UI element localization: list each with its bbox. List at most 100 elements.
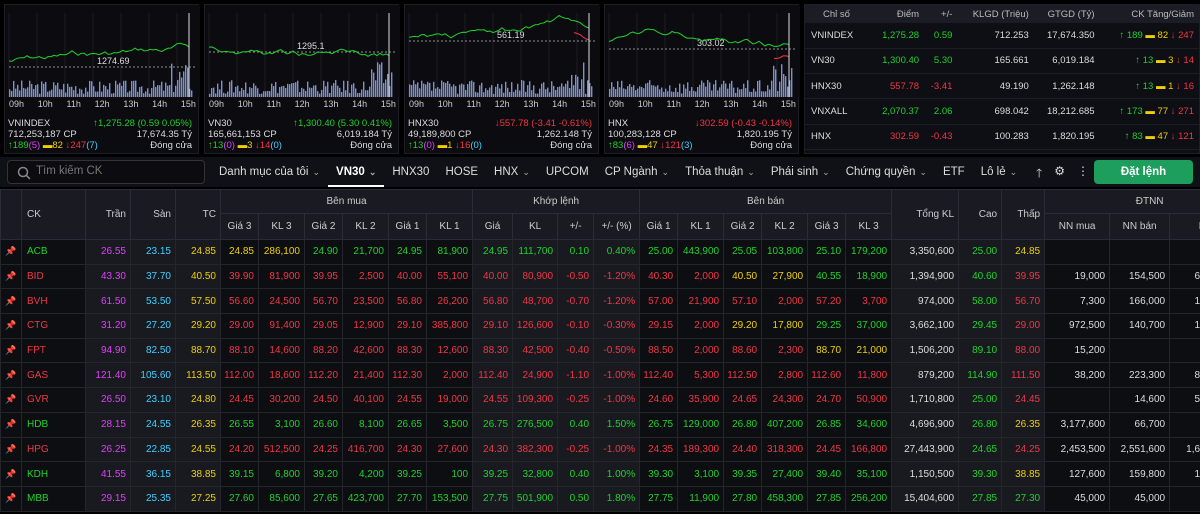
- tab-hose[interactable]: HOSE: [437, 157, 486, 187]
- volume-bar: [511, 82, 513, 97]
- volume-bar: [81, 89, 83, 97]
- tab-phái-sinh[interactable]: Phái sinh ⌄: [763, 157, 838, 187]
- sub-col-header[interactable]: NN mua: [1044, 213, 1111, 240]
- table-row[interactable]: 📌 GAS 121.40 105.60 113.50 112.00 18,600 112.20…: [0, 362, 1200, 389]
- tab-danh-mục-của-tôi[interactable]: Danh mục của tôi ⌄: [211, 157, 328, 187]
- sub-col-header[interactable]: KL 2: [342, 213, 389, 240]
- cell-symbol[interactable]: MBB: [21, 485, 86, 512]
- table-row[interactable]: 📌 HPG 26.25 22.85 24.55 24.20 512,500 24.25 416,…: [0, 436, 1200, 463]
- table-row[interactable]: 📌 BID 43.30 37.70 40.50 39.90 81,900 39.95 2,500…: [0, 263, 1200, 290]
- tab-hnx30[interactable]: HNX30: [384, 157, 437, 187]
- sub-col-header[interactable]: Giá 2: [723, 213, 763, 240]
- sub-col-header[interactable]: KL 1: [425, 213, 474, 240]
- pin-icon[interactable]: 📌: [0, 239, 22, 265]
- col-low[interactable]: Thấp: [1001, 189, 1046, 240]
- mini-chart-vn30[interactable]: 1295.1 09h 10h 11h 12h 13h 14h 15h VN30 ↑1,300.40…: [204, 4, 400, 154]
- col-reference[interactable]: TC: [175, 189, 221, 240]
- cell-symbol[interactable]: HDB: [21, 411, 86, 438]
- sub-col-header[interactable]: +/-: [557, 213, 595, 240]
- table-row[interactable]: 📌 GVR 26.50 23.10 24.80 24.45 30,200 24.50 40,10…: [0, 387, 1200, 413]
- volume-bar: [273, 86, 275, 97]
- table-row[interactable]: 📌 FPT 94.90 82.50 88.70 88.10 14,600 88.20 42,60…: [0, 337, 1200, 364]
- arrow-up-icon[interactable]: 🡑: [1035, 166, 1043, 180]
- sub-col-header[interactable]: KL 2: [761, 213, 809, 240]
- pin-icon[interactable]: 📌: [0, 461, 22, 487]
- pin-icon[interactable]: 📌: [0, 337, 22, 364]
- more-vertical-icon[interactable]: ⋮: [1077, 164, 1089, 178]
- index-col-header[interactable]: Điểm: [871, 5, 925, 23]
- sub-col-header[interactable]: KL: [512, 213, 559, 240]
- sub-col-header[interactable]: +/- (%): [593, 213, 641, 240]
- sub-col-header[interactable]: Giá: [472, 213, 514, 240]
- cell-symbol[interactable]: BID: [21, 263, 86, 290]
- cell-symbol[interactable]: ACB: [21, 239, 86, 265]
- pin-icon[interactable]: 📌: [0, 313, 22, 339]
- sub-col-header[interactable]: Giá 2: [304, 213, 343, 240]
- col-total-volume[interactable]: Tổng KL: [891, 189, 960, 240]
- col-symbol[interactable]: CK: [21, 189, 86, 240]
- pin-icon[interactable]: 📌: [0, 263, 22, 290]
- mini-chart-hnx30[interactable]: 561.19 09h 10h 11h 12h 13h 14h 15h HNX30 ↓557.78 …: [404, 4, 600, 154]
- sub-col-header[interactable]: NN bán: [1109, 213, 1171, 240]
- cell-symbol[interactable]: GAS: [21, 362, 86, 389]
- cell-symbol[interactable]: FPT: [21, 337, 86, 364]
- pin-icon[interactable]: 📌: [0, 362, 22, 389]
- pin-icon[interactable]: 📌: [0, 387, 22, 413]
- index-row[interactable]: HNX 302.59 -0.43 100.283 1,820.195 ↑ 83 ▬ 47 …: [805, 124, 1199, 150]
- table-row[interactable]: 📌 MBB 29.15 25.35 27.25 27.60 85,600 27.65 423,7…: [0, 485, 1200, 512]
- table-row[interactable]: 📌 HDB 28.15 24.55 26.35 26.55 3,100 26.60 8,100 2…: [0, 411, 1200, 438]
- index-row[interactable]: VNINDEX 1,275.28 0.59 712.253 17,674.350 ↑ 18…: [805, 23, 1199, 49]
- index-row[interactable]: HNX30 557.78 -3.41 49.190 1,262.148 ↑ 13 ▬ 1 …: [805, 73, 1199, 100]
- cell-symbol[interactable]: BVH: [21, 288, 86, 315]
- index-col-header[interactable]: Chỉ số: [805, 5, 872, 23]
- table-row[interactable]: 📌 ACB 26.55 23.15 24.85 24.85 286,100 24.90 21,7…: [0, 239, 1200, 265]
- mini-chart-vnindex[interactable]: 1274.69 09h 10h 11h 12h 13h 14h 15h VNINDEX ↑1,27…: [4, 4, 200, 154]
- sub-col-header[interactable]: Giá 3: [807, 213, 847, 240]
- col-ceiling[interactable]: Trần: [85, 189, 131, 240]
- symbol-search[interactable]: [7, 160, 205, 184]
- volume-bar: [311, 87, 313, 97]
- cell-bid-vol-1: 81,900: [425, 239, 474, 265]
- col-floor[interactable]: Sàn: [130, 189, 176, 240]
- tab-lô-lẻ[interactable]: Lô lẻ ⌄: [973, 157, 1025, 187]
- tab-upcom[interactable]: UPCOM: [538, 157, 597, 187]
- col-high[interactable]: Cao: [958, 189, 1003, 240]
- place-order-button[interactable]: Đặt lệnh: [1094, 160, 1193, 184]
- index-col-header[interactable]: GTGD (Tỷ): [1033, 5, 1100, 23]
- volume-bar: [653, 85, 655, 97]
- tab-thỏa-thuận[interactable]: Thỏa thuận ⌄: [677, 157, 763, 187]
- index-col-header[interactable]: KLGD (Triệu): [957, 5, 1034, 23]
- sub-col-header[interactable]: Giá 1: [639, 213, 679, 240]
- volume-bar: [787, 86, 789, 97]
- sub-col-header[interactable]: KL 1: [677, 213, 725, 240]
- sub-col-header[interactable]: Giá 1: [388, 213, 427, 240]
- index-row[interactable]: VNXALL 2,070.37 2.06 698.042 18,212.685 ↑ 173…: [805, 98, 1199, 125]
- sub-col-header[interactable]: Room: [1169, 213, 1200, 240]
- pin-icon[interactable]: 📌: [0, 485, 22, 512]
- table-row[interactable]: 📌 KDH 41.55 36.15 38.85 39.15 6,800 39.20 4,200 3…: [0, 461, 1200, 487]
- cell-symbol[interactable]: CTG: [21, 313, 86, 339]
- pin-icon[interactable]: 📌: [0, 288, 22, 315]
- gear-icon[interactable]: ⚙: [1054, 164, 1065, 178]
- pin-icon[interactable]: 📌: [0, 411, 22, 438]
- sub-col-header[interactable]: KL 3: [845, 213, 893, 240]
- sub-col-header[interactable]: KL 3: [258, 213, 305, 240]
- sub-col-header[interactable]: Giá 3: [220, 213, 259, 240]
- pin-icon[interactable]: 📌: [0, 436, 22, 463]
- table-row[interactable]: 📌 BVH 61.50 53.50 57.50 56.60 24,500 56.70 23,50…: [0, 288, 1200, 315]
- mini-chart-hnx[interactable]: 303.02 09h 10h 11h 12h 13h 14h 15h HNX ↓302.59 (-…: [604, 4, 800, 154]
- tab-chứng-quyền[interactable]: Chứng quyền ⌄: [838, 157, 935, 187]
- table-row[interactable]: 📌 CTG 31.20 27.20 29.20 29.00 91,400 29.05 12,90…: [0, 313, 1200, 339]
- tab-cp-ngành[interactable]: CP Ngành ⌄: [597, 157, 677, 187]
- volume-bar: [765, 91, 767, 97]
- tab-hnx[interactable]: HNX ⌄: [486, 157, 538, 187]
- tab-etf[interactable]: ETF: [935, 157, 973, 187]
- cell-symbol[interactable]: HPG: [21, 436, 86, 463]
- cell-symbol[interactable]: KDH: [21, 461, 86, 487]
- index-col-header[interactable]: +/-: [924, 5, 958, 23]
- index-row[interactable]: VN30 1,300.40 5.30 165.661 6,019.184 ↑ 13 ▬ 3…: [805, 48, 1199, 75]
- search-input[interactable]: [36, 165, 196, 177]
- cell-symbol[interactable]: GVR: [21, 387, 86, 413]
- tab-vn30[interactable]: VN30 ⌄: [328, 157, 385, 187]
- index-col-header[interactable]: CK Tăng/Giảm: [1099, 5, 1199, 23]
